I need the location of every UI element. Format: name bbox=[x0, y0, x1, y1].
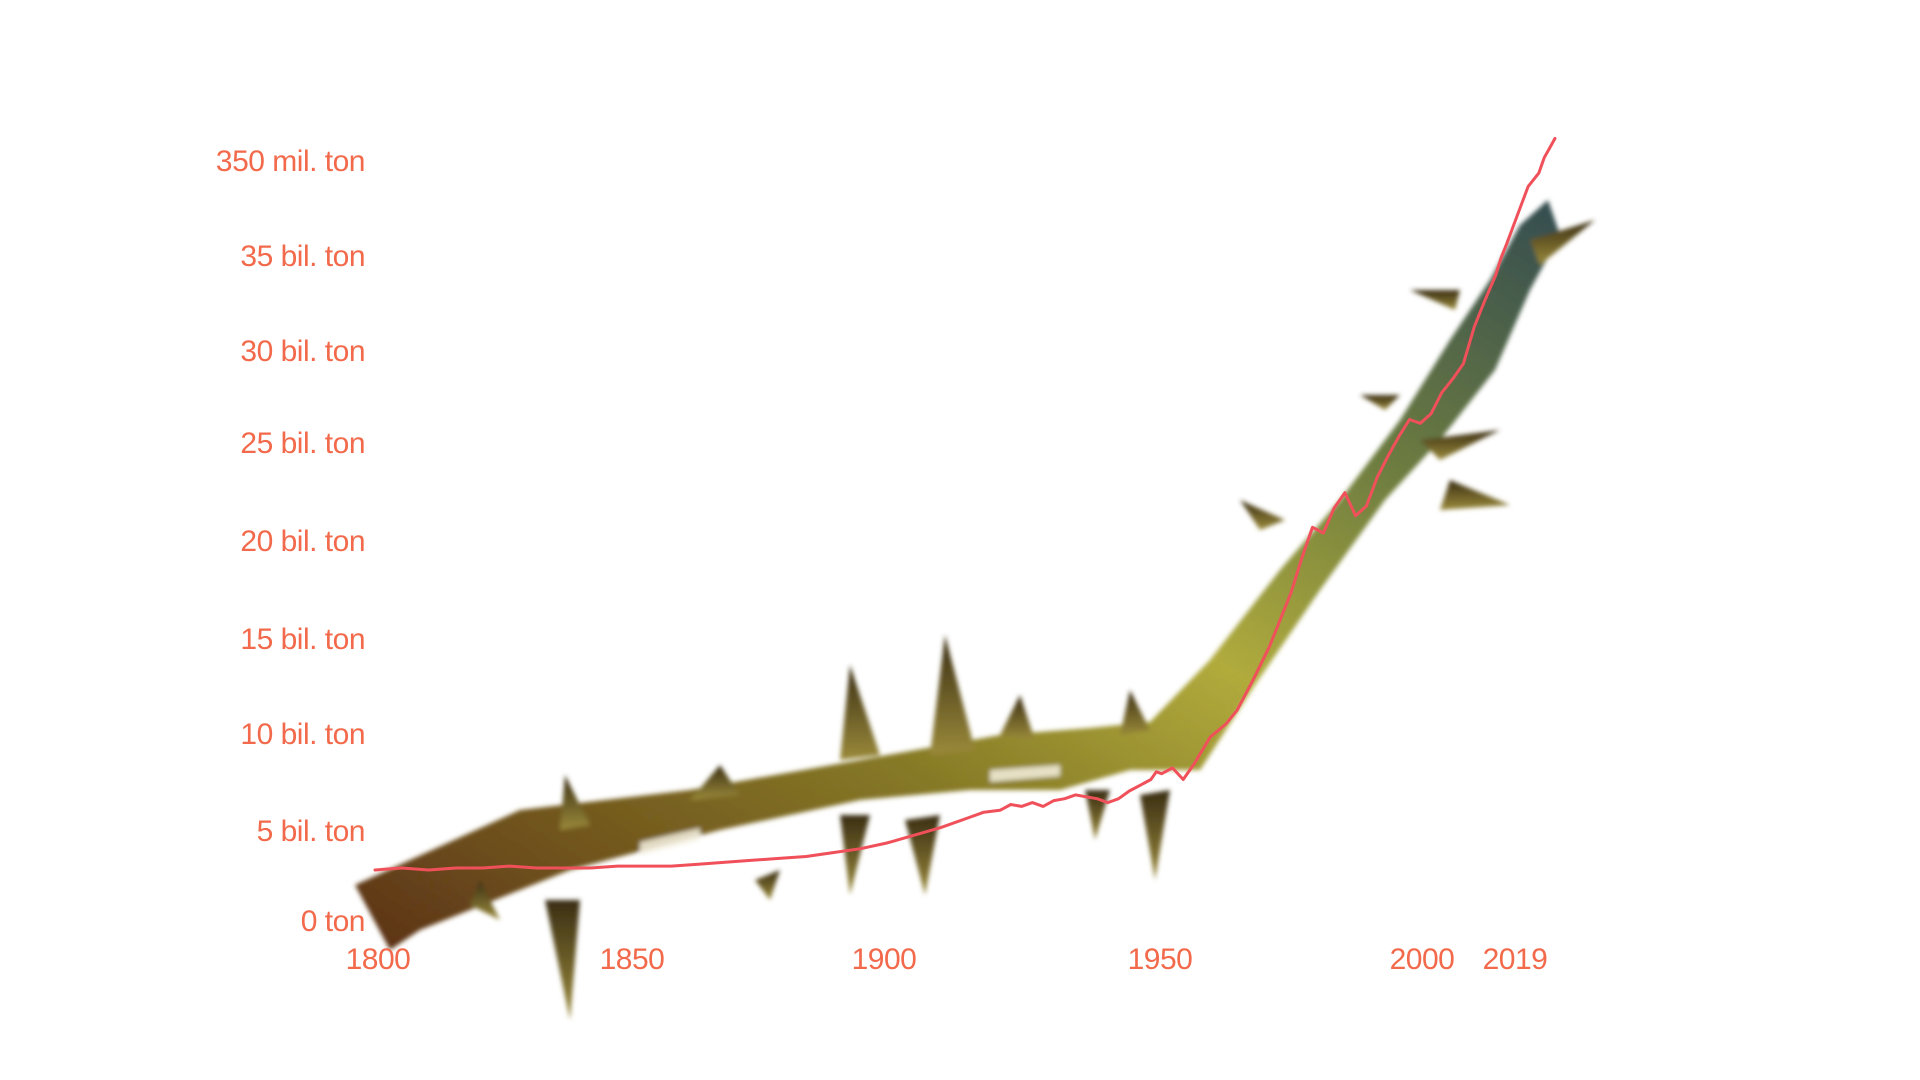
thorn bbox=[840, 665, 880, 760]
y-tick-label: 0 ton bbox=[301, 905, 365, 938]
y-tick-label: 15 bil. ton bbox=[240, 623, 365, 656]
y-tick-label: 350 mil. ton bbox=[216, 145, 365, 178]
thorn bbox=[1420, 430, 1500, 460]
thorn bbox=[1240, 500, 1285, 530]
x-tick-label: 2000 bbox=[1390, 943, 1455, 976]
thorn bbox=[1530, 220, 1595, 265]
x-tick-label: 1950 bbox=[1128, 943, 1193, 976]
thorn bbox=[930, 635, 975, 755]
x-tick-label: 1900 bbox=[852, 943, 917, 976]
y-tick-label: 30 bil. ton bbox=[240, 335, 365, 368]
thorns bbox=[470, 220, 1595, 1020]
branch-highlight bbox=[640, 765, 1060, 855]
y-tick-label: 10 bil. ton bbox=[240, 718, 365, 751]
y-tick-label: 5 bil. ton bbox=[257, 815, 365, 848]
thorn bbox=[1410, 290, 1460, 310]
emissions-line bbox=[373, 136, 1557, 872]
x-axis: 1800 1850 1900 1950 2000 2019 bbox=[346, 943, 1548, 976]
y-tick-label: 35 bil. ton bbox=[240, 240, 365, 273]
thorn bbox=[755, 870, 780, 900]
thorn bbox=[905, 815, 940, 895]
thorn bbox=[840, 815, 870, 895]
thorn bbox=[545, 900, 580, 1020]
y-tick-label: 25 bil. ton bbox=[240, 427, 365, 460]
y-axis: 0 ton 5 bil. ton 10 bil. ton 15 bil. ton… bbox=[216, 145, 366, 938]
thorn bbox=[1440, 480, 1510, 510]
thorn bbox=[560, 775, 590, 830]
branch-texture bbox=[355, 200, 1560, 950]
thorn bbox=[1000, 695, 1035, 740]
thorn bbox=[1140, 790, 1170, 880]
x-tick-label: 1850 bbox=[600, 943, 665, 976]
x-tick-label: 2019 bbox=[1483, 943, 1548, 976]
thorn bbox=[1360, 395, 1400, 410]
y-tick-label: 20 bil. ton bbox=[240, 525, 365, 558]
x-tick-label: 1800 bbox=[346, 943, 411, 976]
thorn bbox=[470, 880, 500, 920]
thorny-branch-illustration bbox=[355, 200, 1595, 1020]
thorn bbox=[1120, 690, 1150, 735]
thorn bbox=[690, 765, 740, 800]
